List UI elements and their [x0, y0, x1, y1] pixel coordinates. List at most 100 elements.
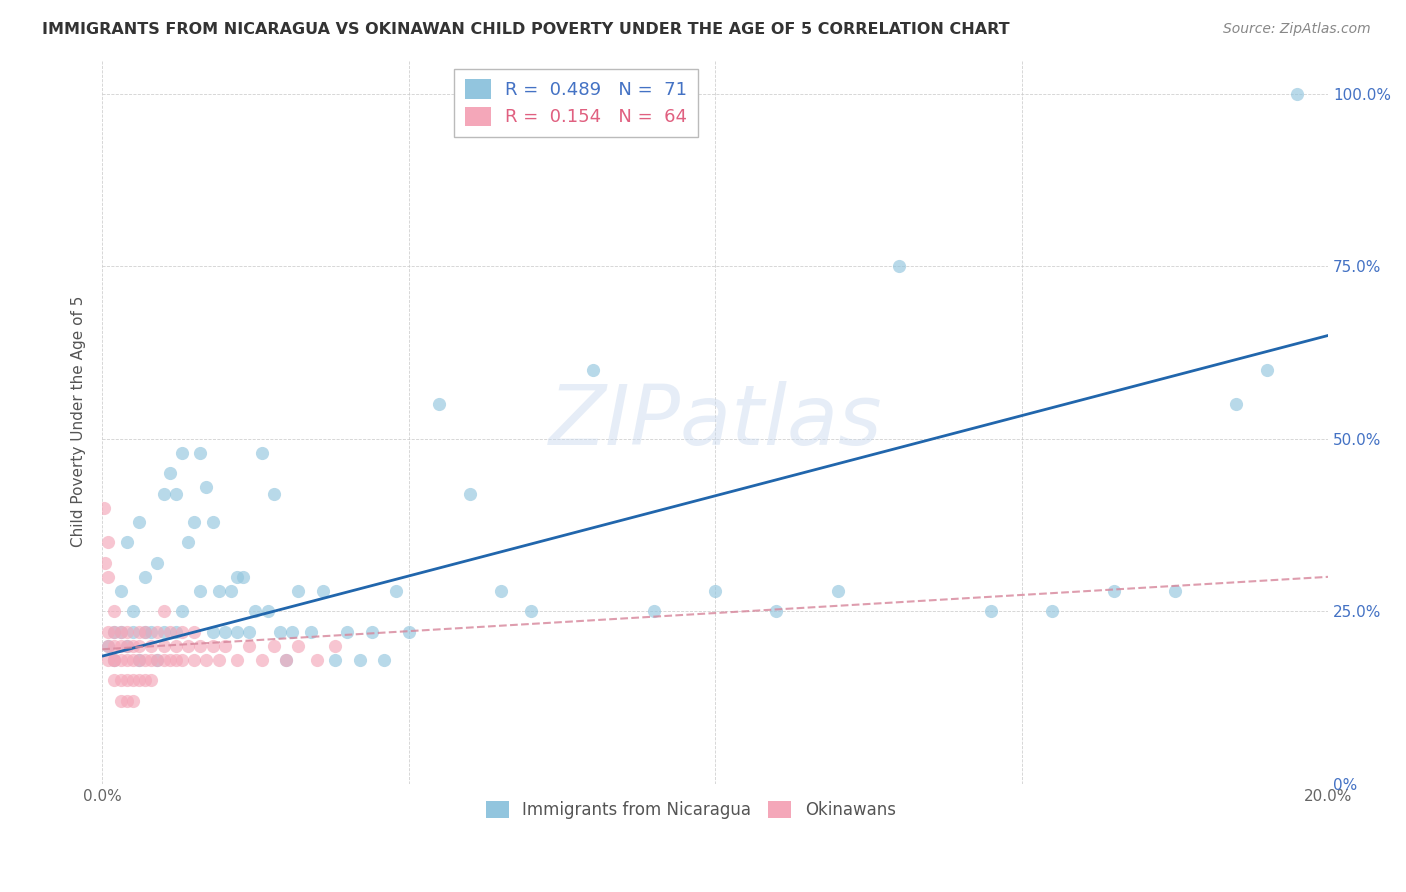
Point [208, 583, 231, 598]
Point [520, 604, 543, 618]
Point [152, 487, 174, 501]
Point [1102, 583, 1125, 598]
Point [201, 639, 224, 653]
Point [165, 652, 187, 666]
Point [103, 652, 125, 666]
Point [1286, 87, 1309, 101]
Point [165, 625, 187, 640]
Point [128, 639, 150, 653]
Point [110, 652, 132, 666]
Point [103, 652, 125, 666]
Point [398, 625, 420, 640]
Point [177, 535, 200, 549]
Point [165, 639, 187, 653]
Point [94, 556, 117, 570]
Point [159, 467, 181, 481]
Point [170, 446, 193, 460]
Point [110, 625, 132, 640]
Point [250, 446, 273, 460]
Point [287, 639, 309, 653]
Point [121, 694, 143, 708]
Point [103, 652, 125, 666]
Point [980, 604, 1002, 618]
Point [177, 639, 200, 653]
Point [134, 625, 156, 640]
Point [134, 570, 156, 584]
Point [134, 652, 156, 666]
Point [1225, 397, 1247, 411]
Point [141, 652, 163, 666]
Point [827, 583, 849, 598]
Text: Source: ZipAtlas.com: Source: ZipAtlas.com [1223, 22, 1371, 37]
Legend: Immigrants from Nicaragua, Okinawans: Immigrants from Nicaragua, Okinawans [479, 795, 903, 826]
Point [97, 570, 120, 584]
Point [110, 625, 132, 640]
Point [110, 583, 132, 598]
Point [226, 652, 249, 666]
Point [305, 652, 328, 666]
Point [141, 625, 163, 640]
Point [269, 625, 291, 640]
Point [152, 625, 174, 640]
Point [219, 583, 242, 598]
Point [115, 694, 138, 708]
Point [134, 625, 156, 640]
Point [226, 570, 249, 584]
Point [128, 625, 150, 640]
Point [201, 625, 224, 640]
Point [103, 639, 125, 653]
Point [214, 639, 236, 653]
Point [115, 535, 138, 549]
Point [128, 652, 150, 666]
Point [183, 625, 205, 640]
Point [1164, 583, 1187, 598]
Point [97, 625, 120, 640]
Point [121, 604, 143, 618]
Point [97, 639, 120, 653]
Point [188, 446, 211, 460]
Point [323, 652, 346, 666]
Point [128, 673, 150, 688]
Point [281, 625, 304, 640]
Point [103, 625, 125, 640]
Point [134, 673, 156, 688]
Point [110, 694, 132, 708]
Point [887, 260, 910, 274]
Point [121, 625, 143, 640]
Point [238, 625, 260, 640]
Point [323, 639, 346, 653]
Point [103, 673, 125, 688]
Point [170, 604, 193, 618]
Point [128, 652, 150, 666]
Point [336, 625, 359, 640]
Point [188, 583, 211, 598]
Point [165, 487, 187, 501]
Point [349, 652, 371, 666]
Point [97, 652, 120, 666]
Point [110, 673, 132, 688]
Point [274, 652, 297, 666]
Point [214, 625, 236, 640]
Point [274, 652, 297, 666]
Point [141, 673, 163, 688]
Point [581, 363, 603, 377]
Point [115, 652, 138, 666]
Point [146, 652, 169, 666]
Point [195, 652, 218, 666]
Point [226, 625, 249, 640]
Point [643, 604, 665, 618]
Point [201, 515, 224, 529]
Point [238, 639, 260, 653]
Point [183, 652, 205, 666]
Point [152, 604, 174, 618]
Point [195, 480, 218, 494]
Point [704, 583, 727, 598]
Point [1256, 363, 1278, 377]
Point [141, 639, 163, 653]
Point [146, 556, 169, 570]
Point [458, 487, 481, 501]
Point [121, 673, 143, 688]
Point [183, 515, 205, 529]
Text: IMMIGRANTS FROM NICARAGUA VS OKINAWAN CHILD POVERTY UNDER THE AGE OF 5 CORRELATI: IMMIGRANTS FROM NICARAGUA VS OKINAWAN CH… [42, 22, 1010, 37]
Point [232, 570, 254, 584]
